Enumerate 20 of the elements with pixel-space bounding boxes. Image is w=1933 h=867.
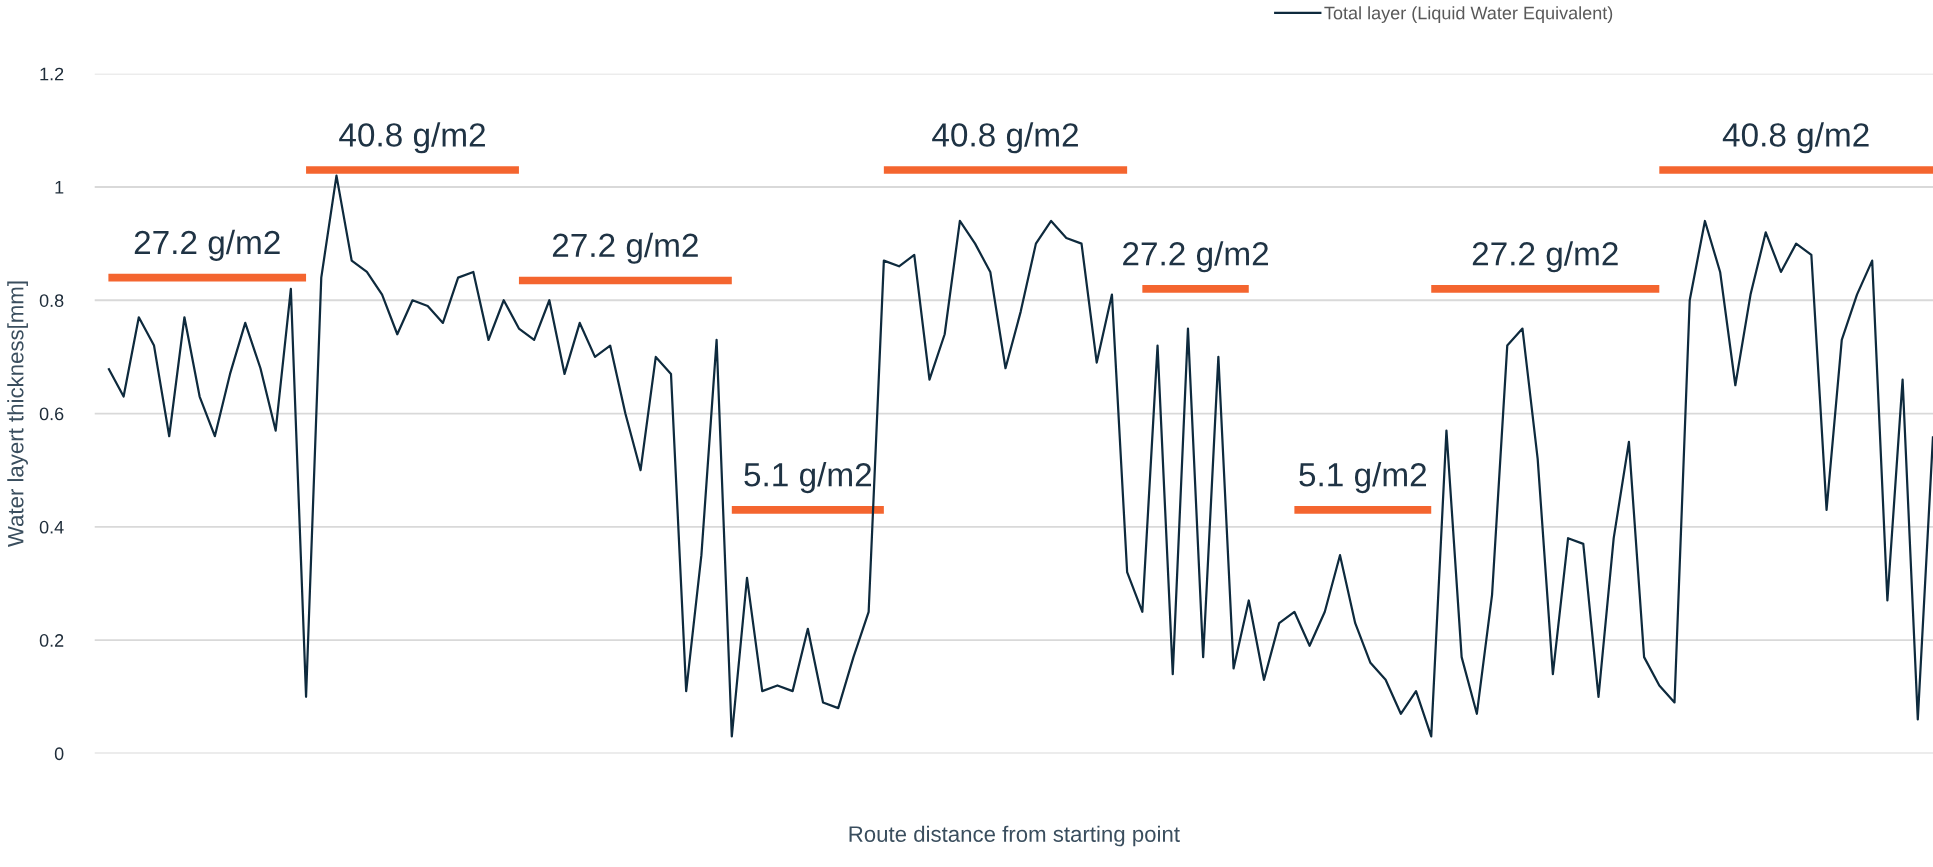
annotation: 27.2 g/m2 xyxy=(1472,241,1618,273)
y-tick-label: 0.6 xyxy=(39,407,64,421)
y-tick-label: 0 xyxy=(54,747,64,761)
x-axis-title: Route distance from starting point xyxy=(849,825,1180,847)
annotation: 40.8 g/m2 xyxy=(932,122,1078,154)
y-tick-label: 0.4 xyxy=(39,520,64,534)
annotation: 5.1 g/m2 xyxy=(1299,462,1426,494)
annotation: 27.2 g/m2 xyxy=(134,229,280,261)
annotation: 40.8 g/m2 xyxy=(339,122,485,154)
annotation: 5.1 g/m2 xyxy=(744,462,872,494)
y-axis-title: Water layert thickness[mm] xyxy=(7,281,28,548)
legend-label: Total layer (Liquid Water Equivalent) xyxy=(1324,6,1613,23)
y-tick-label: 1.2 xyxy=(40,67,64,81)
line-series xyxy=(107,174,1933,738)
y-tick-label: 0.8 xyxy=(39,294,64,307)
annotation: 40.8 g/m2 xyxy=(1722,122,1869,154)
y-tick-label: 1 xyxy=(55,181,64,194)
annotation: 27.2 g/m2 xyxy=(552,232,698,264)
y-tick-label: 0.2 xyxy=(39,634,64,647)
annotation: 27.2 g/m2 xyxy=(1123,241,1269,273)
